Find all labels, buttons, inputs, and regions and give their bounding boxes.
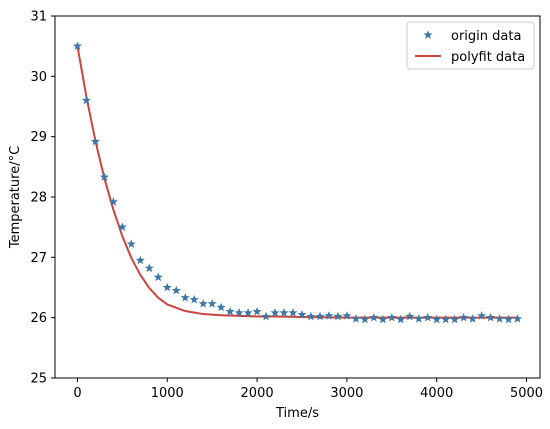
data-point <box>135 255 145 265</box>
data-point <box>504 314 514 324</box>
data-point <box>495 314 505 323</box>
data-point <box>225 306 235 316</box>
x-tick-label: 2000 <box>241 386 274 401</box>
data-point <box>252 306 262 316</box>
plot-frame <box>54 15 541 379</box>
data-point <box>477 311 487 320</box>
data-point <box>279 308 289 317</box>
legend-origin-label: origin data <box>451 29 521 44</box>
data-point <box>90 136 100 146</box>
x-tick-label: 5000 <box>510 386 543 401</box>
data-point <box>423 312 433 322</box>
x-tick-label: 3000 <box>330 386 363 401</box>
data-point <box>99 172 109 181</box>
data-point <box>414 314 424 323</box>
data-point <box>486 312 496 322</box>
y-tick-label: 28 <box>30 191 47 206</box>
data-point <box>450 314 460 324</box>
data-point <box>126 239 136 248</box>
fit-line-layer <box>76 45 518 319</box>
data-point <box>306 311 316 321</box>
plot-area <box>54 15 541 379</box>
x-tick-label: 4000 <box>420 386 453 401</box>
data-point <box>81 95 91 105</box>
data-point <box>396 314 406 324</box>
data-point <box>144 263 154 273</box>
data-point <box>432 314 442 324</box>
y-tick-label: 31 <box>30 10 47 25</box>
y-tick-label: 25 <box>30 372 47 387</box>
data-point <box>441 314 451 324</box>
data-point <box>216 302 226 312</box>
data-point <box>270 308 280 317</box>
y-tick-label: 26 <box>30 311 47 326</box>
data-point <box>207 298 217 308</box>
data-point <box>351 314 361 323</box>
data-points-layer <box>72 41 523 324</box>
polyfit-line <box>76 45 518 319</box>
data-point <box>162 282 172 292</box>
data-point <box>333 311 343 321</box>
data-point <box>171 285 181 295</box>
data-point <box>369 312 379 322</box>
legend-star-shape <box>423 30 433 39</box>
data-point <box>117 222 127 232</box>
data-point <box>512 314 523 323</box>
x-axis-label: Time/s <box>275 406 319 421</box>
y-tick-label: 27 <box>30 251 47 266</box>
y-axis-ticks: 25 26 27 28 29 30 31 <box>30 10 55 387</box>
data-point <box>387 312 397 322</box>
data-point <box>468 314 478 323</box>
data-point <box>378 314 388 324</box>
legend-star-marker <box>423 30 433 39</box>
x-tick-label: 0 <box>73 386 81 401</box>
data-point <box>108 197 118 206</box>
data-point <box>324 311 334 320</box>
data-point <box>189 294 199 304</box>
data-point <box>360 314 370 324</box>
data-point <box>459 312 469 322</box>
data-point <box>153 272 163 282</box>
y-tick-label: 29 <box>30 130 47 145</box>
y-axis-label: Temperature/°C <box>8 146 23 249</box>
y-tick-label: 30 <box>30 70 47 85</box>
data-point <box>405 311 415 321</box>
data-point <box>261 311 271 321</box>
x-axis-ticks: 0 1000 2000 3000 4000 5000 <box>73 378 543 401</box>
data-point <box>342 311 352 320</box>
data-point <box>180 292 190 302</box>
legend-box <box>406 21 535 70</box>
legend: origin data polyfit data <box>406 21 535 70</box>
data-point <box>288 308 298 317</box>
data-point <box>243 308 253 317</box>
legend-polyfit-label: polyfit data <box>451 50 525 65</box>
data-point <box>72 41 83 51</box>
data-point <box>198 298 208 308</box>
data-point <box>297 309 307 319</box>
data-point <box>234 308 244 317</box>
data-point <box>315 311 325 321</box>
x-tick-label: 1000 <box>151 386 184 401</box>
